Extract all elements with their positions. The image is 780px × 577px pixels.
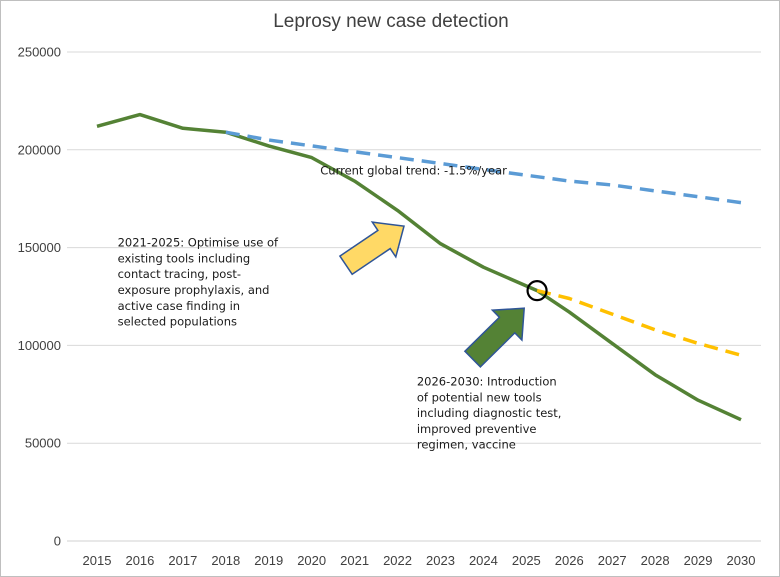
x-tick-label: 2017 <box>168 553 197 568</box>
annotation-line: Current global trend: -1.5%/year <box>320 163 507 177</box>
x-tick-label: 2025 <box>512 553 541 568</box>
y-tick-label: 50000 <box>25 436 61 451</box>
yellow-arrow <box>338 221 405 276</box>
actual-and-target-line <box>96 112 742 422</box>
annotation-line: of potential new tools <box>417 390 542 404</box>
x-tick-label: 2021 <box>340 553 369 568</box>
x-tick-label: 2029 <box>684 553 713 568</box>
chart-title: Leprosy new case detection <box>273 11 509 32</box>
x-tick-label: 2023 <box>426 553 455 568</box>
annotation-line: regimen, vaccine <box>417 438 516 452</box>
annotation-line: exposure prophylaxis, and <box>118 283 270 297</box>
x-tick-label: 2028 <box>641 553 670 568</box>
annotation-line: 2021-2025: Optimise use of <box>118 236 279 250</box>
y-tick-label: 250000 <box>18 45 61 60</box>
annotation-trend: Current global trend: -1.5%/year <box>320 163 507 177</box>
x-tick-label: 2030 <box>727 553 756 568</box>
annotation-line: existing tools including <box>118 251 251 265</box>
y-tick-label: 150000 <box>18 240 61 255</box>
annotation-line: including diagnostic test, <box>417 406 562 420</box>
x-tick-label: 2026 <box>555 553 584 568</box>
annotation-phase2: 2026-2030: Introduction of potential new … <box>417 374 562 451</box>
annotation-line: contact tracing, post- <box>118 267 241 281</box>
annotation-line: active case finding in <box>118 299 240 313</box>
y-tick-label: 0 <box>54 534 61 549</box>
x-tick-label: 2018 <box>211 553 240 568</box>
x-tick-label: 2019 <box>254 553 283 568</box>
green-arrow <box>463 307 526 368</box>
annotation-line: selected populations <box>118 315 237 329</box>
y-tick-label: 200000 <box>18 142 61 157</box>
transition-marker-circle <box>526 280 548 302</box>
x-tick-label: 2016 <box>125 553 154 568</box>
x-tick-label: 2022 <box>383 553 412 568</box>
x-tick-label: 2024 <box>469 553 498 568</box>
existing-tools-projection-line <box>536 288 742 357</box>
annotation-line: 2026-2030: Introduction <box>417 374 557 388</box>
x-tick-label: 2015 <box>83 553 112 568</box>
x-tick-label: 2027 <box>598 553 627 568</box>
x-tick-label: 2020 <box>297 553 326 568</box>
y-tick-label: 100000 <box>18 338 61 353</box>
annotation-line: improved preventive <box>417 422 537 436</box>
